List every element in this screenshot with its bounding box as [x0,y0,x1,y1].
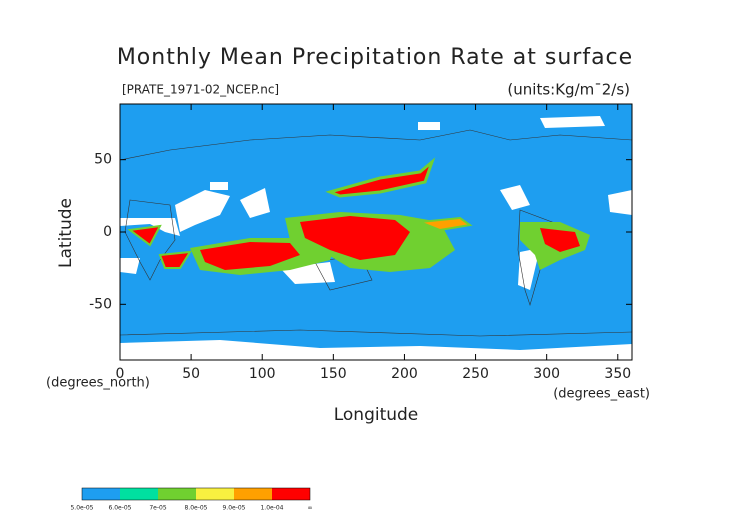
x-tick-label: 350 [604,366,631,382]
x-tick-label: 250 [462,366,489,382]
colorbar-label: 5.0e-05 [70,505,93,512]
colorbar-swatch [234,488,272,500]
colorbar-label: 1.0e-04 [260,505,283,512]
x-tick-label: 200 [391,366,418,382]
colorbar-frame [81,487,311,501]
x-unit: (degrees_east) [553,387,650,402]
x-tick-label: 100 [249,366,276,382]
colorbar-swatch [82,488,120,500]
colorbar-label: 7e-05 [149,505,166,512]
y-axis-label: Latitude [56,198,76,268]
colorbar-swatch [196,488,234,500]
colorbar-label: 6.0e-05 [108,505,131,512]
x-tick-label: 50 [182,366,200,382]
x-tick-label: 300 [533,366,560,382]
colorbar-swatch [120,488,158,500]
colorbar-label: 9.0e-05 [222,505,245,512]
subtitle: [PRATE_1971-02_NCEP.nc] [122,83,279,97]
y-tick-label: 50 [94,152,112,168]
high-precip-areas [127,157,590,275]
x-tick-label: 150 [320,366,347,382]
map-field [119,104,633,360]
y-unit: (degrees_north) [46,376,150,391]
x-tick-label: 0 [116,366,125,382]
title: Monthly Mean Precipitation Rate at surfa… [117,45,633,70]
colorbar-swatch [158,488,196,500]
units: (units:Kg/m¯2/s) [507,81,630,99]
colorbar-label: 8.0e-05 [184,505,207,512]
colorbar-swatch [272,488,310,500]
low-precip-areas [120,116,632,360]
x-axis-label: Longitude [334,405,419,425]
colorbar-label: ∞ [308,505,313,512]
y-tick-label: 0 [103,224,112,240]
y-tick-label: -50 [89,296,112,312]
